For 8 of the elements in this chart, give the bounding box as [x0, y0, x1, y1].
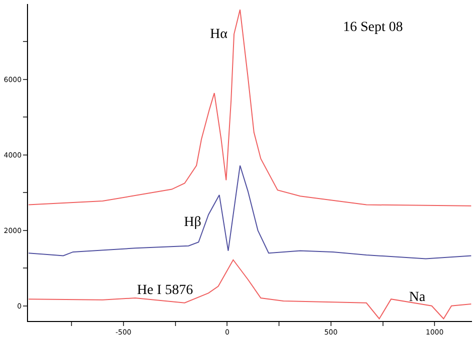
annotation: Na [409, 290, 426, 305]
annotation: 16 Sept 08 [343, 20, 403, 35]
annotation: Hβ [184, 215, 202, 230]
annotation: Hα [210, 27, 228, 42]
annotation: He I 5876 [137, 283, 193, 298]
line-series [28, 9, 472, 206]
line-series [28, 259, 472, 320]
line-series [28, 165, 472, 260]
